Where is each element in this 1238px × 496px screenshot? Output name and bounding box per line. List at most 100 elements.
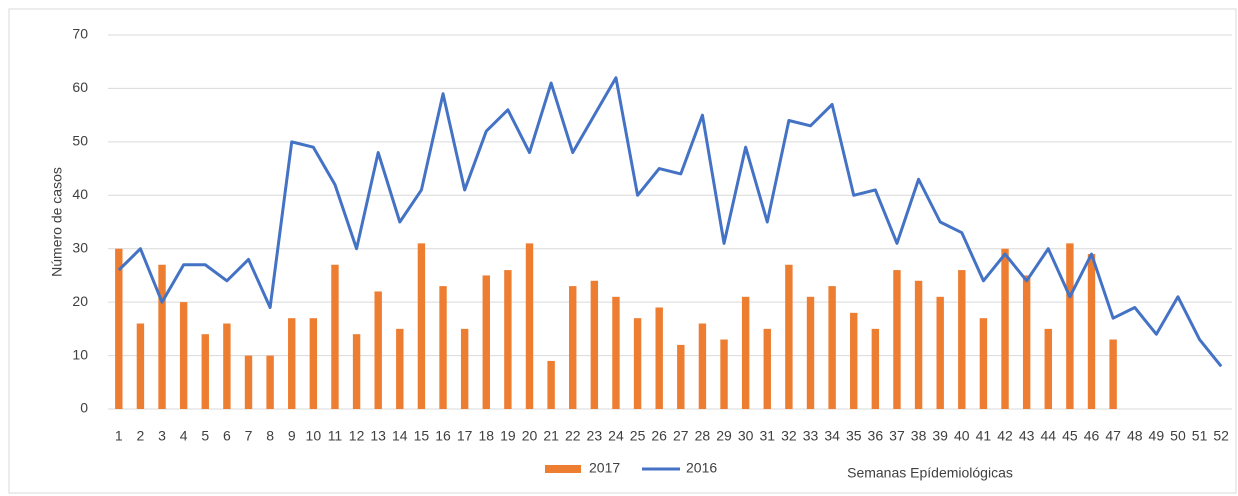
x-tick-label: 1 (115, 428, 123, 444)
x-tick-label: 7 (245, 428, 253, 444)
x-tick-label: 3 (158, 428, 166, 444)
x-tick-label: 14 (392, 428, 408, 444)
bar (374, 291, 382, 409)
x-tick-label: 43 (1019, 428, 1035, 444)
bar (677, 344, 685, 409)
x-tick-label: 27 (673, 428, 689, 444)
bar (525, 243, 534, 409)
x-tick-label: 39 (932, 428, 948, 444)
bar (158, 264, 166, 409)
x-tick-label: 5 (201, 428, 209, 444)
bar (569, 286, 577, 409)
x-tick-label: 24 (608, 428, 624, 444)
x-tick-label: 15 (414, 428, 430, 444)
x-tick-label: 35 (846, 428, 862, 444)
bar (720, 339, 728, 409)
bar (179, 302, 188, 409)
x-tick-label: 19 (500, 428, 516, 444)
bar (439, 286, 447, 409)
x-tick-label: 32 (781, 428, 797, 444)
bar (741, 296, 750, 409)
x-tick-label: 2 (137, 428, 145, 444)
x-tick-label: 22 (565, 428, 581, 444)
bar (979, 318, 988, 409)
x-tick-label: 51 (1192, 428, 1208, 444)
x-tick-label: 16 (435, 428, 451, 444)
legend-label: 2017 (589, 460, 620, 476)
y-tick-label: 20 (72, 293, 88, 309)
x-tick-label: 46 (1084, 428, 1100, 444)
bar (914, 280, 923, 409)
bar (1001, 248, 1009, 409)
x-tick-label: 34 (824, 428, 840, 444)
y-tick-label: 30 (72, 239, 88, 255)
x-tick-label: 17 (457, 428, 473, 444)
bar (396, 328, 404, 409)
y-tick-label: 10 (72, 346, 88, 362)
x-tick-label: 12 (349, 428, 365, 444)
bar (698, 323, 707, 409)
x-tick-label: 48 (1127, 428, 1143, 444)
x-tick-label: 28 (695, 428, 711, 444)
bar (309, 318, 318, 409)
bar (266, 355, 274, 409)
bar (763, 328, 771, 409)
x-tick-label: 44 (1040, 428, 1056, 444)
bar (1109, 339, 1117, 409)
bar (504, 270, 512, 409)
bar (871, 328, 880, 409)
y-tick-label: 70 (72, 26, 88, 42)
bar (331, 264, 339, 409)
x-tick-label: 38 (911, 428, 927, 444)
legend-label: 2016 (686, 460, 717, 476)
x-tick-label: 49 (1149, 428, 1165, 444)
x-tick-label: 13 (370, 428, 386, 444)
y-tick-label: 40 (72, 186, 88, 202)
bar (1066, 243, 1074, 409)
bar (223, 323, 231, 409)
line (117, 76, 1223, 368)
x-tick-label: 9 (288, 428, 296, 444)
chart-frame (8, 8, 1237, 494)
bar (590, 280, 599, 409)
x-tick-label: 41 (976, 428, 992, 444)
y-tick-label: 0 (80, 400, 88, 416)
bar (1022, 275, 1031, 409)
bar (352, 334, 361, 409)
bar (850, 312, 858, 409)
x-tick-label: 20 (522, 428, 538, 444)
y-axis-label: Número de casos (49, 167, 65, 277)
x-tick-label: 26 (651, 428, 667, 444)
y-tick-label: 60 (72, 79, 88, 95)
bar (1044, 328, 1052, 409)
x-tick-label: 52 (1213, 428, 1229, 444)
bar (828, 286, 836, 409)
bar (136, 323, 145, 409)
bar (115, 248, 123, 409)
bar (417, 243, 426, 409)
legend-swatch (545, 465, 581, 473)
x-tick-label: 21 (543, 428, 559, 444)
bar (288, 318, 296, 409)
bar (655, 307, 663, 409)
bar (936, 296, 944, 409)
bar (958, 270, 966, 409)
x-tick-label: 29 (716, 428, 732, 444)
x-tick-label: 11 (328, 428, 343, 444)
x-axis-label: Semanas Epídemiológicas (847, 465, 1013, 481)
x-tick-label: 6 (223, 428, 231, 444)
x-tick-label: 47 (1105, 428, 1121, 444)
bar (633, 318, 642, 409)
x-tick-label: 37 (889, 428, 905, 444)
x-tick-label: 33 (803, 428, 819, 444)
bar (893, 270, 901, 409)
bar (1087, 254, 1096, 409)
bar (482, 275, 490, 409)
bar (547, 360, 555, 409)
x-tick-label: 31 (759, 428, 775, 444)
x-tick-label: 8 (266, 428, 274, 444)
bar (201, 334, 209, 409)
x-tick-label: 36 (868, 428, 884, 444)
x-tick-label: 30 (738, 428, 754, 444)
